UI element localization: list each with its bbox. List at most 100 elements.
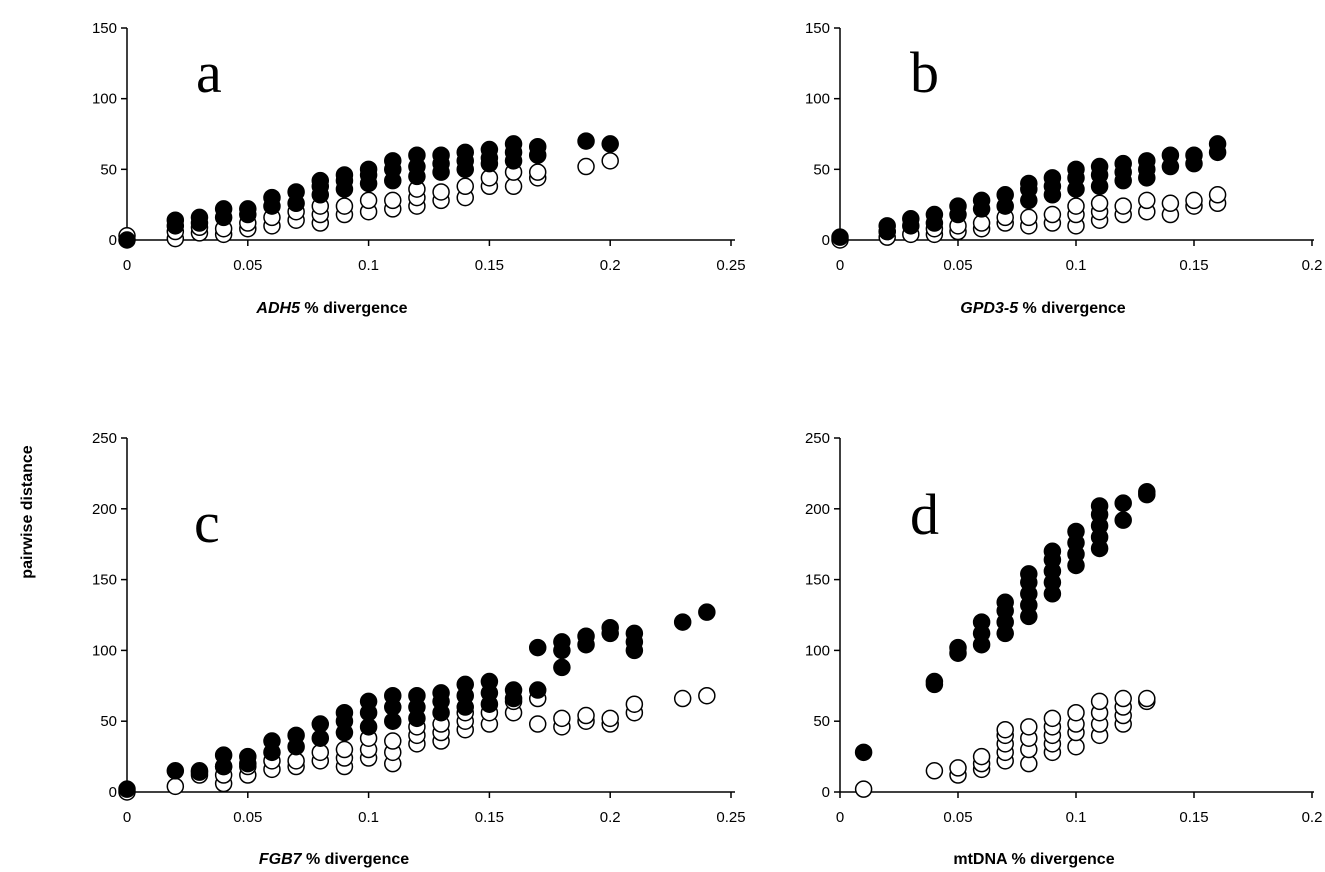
data-point-filled bbox=[456, 675, 474, 694]
data-point-filled bbox=[190, 763, 209, 781]
x-tick-label: 0.1 bbox=[1066, 257, 1087, 274]
data-point-filled bbox=[854, 743, 873, 762]
data-point-open bbox=[577, 706, 595, 725]
data-point-open bbox=[972, 747, 991, 766]
data-point-open bbox=[1138, 191, 1156, 210]
data-point-open bbox=[1043, 205, 1062, 224]
x-tick-label: 0.2 bbox=[600, 809, 621, 826]
data-point-filled bbox=[553, 658, 571, 677]
data-point-filled bbox=[408, 686, 426, 705]
y-tick-label: 150 bbox=[92, 572, 117, 589]
data-point-filled bbox=[1043, 169, 1062, 187]
y-tick-label: 100 bbox=[805, 642, 830, 659]
data-point-filled bbox=[335, 703, 354, 722]
x-axis-title-gene: GPD3-5 bbox=[960, 300, 1019, 317]
data-point-open bbox=[1138, 689, 1156, 708]
data-point-filled bbox=[408, 146, 426, 164]
data-point-open bbox=[1114, 197, 1132, 215]
y-tick-label: 50 bbox=[813, 161, 830, 178]
x-tick-label: 0.15 bbox=[1179, 257, 1208, 274]
x-tick-label: 0.1 bbox=[358, 809, 379, 826]
data-point-filled bbox=[698, 603, 716, 621]
x-axis-title-text: mtDNA % divergence bbox=[953, 851, 1114, 868]
panel-letter: c bbox=[194, 490, 220, 555]
data-point-filled bbox=[1161, 146, 1180, 164]
data-point-filled bbox=[1138, 152, 1156, 170]
data-point-open bbox=[456, 177, 474, 196]
data-point-filled bbox=[925, 205, 944, 224]
data-point-filled bbox=[1043, 542, 1062, 561]
data-point-filled bbox=[1090, 157, 1109, 176]
data-point-filled bbox=[287, 183, 305, 201]
data-point-filled bbox=[673, 613, 692, 631]
data-point-filled bbox=[878, 217, 896, 235]
data-point-filled bbox=[359, 160, 378, 179]
data-point-filled bbox=[504, 135, 523, 153]
data-point-filled bbox=[263, 188, 281, 207]
x-axis-title: GPD3-5 % divergence bbox=[960, 300, 1126, 317]
data-point-open bbox=[1020, 718, 1038, 736]
chart-panel-d: 0 50 100 150 200 250 0 0.05 0.1 0.15 0.2 d mtDNA % d… bbox=[805, 430, 1322, 868]
x-tick-label: 0.1 bbox=[1066, 809, 1087, 826]
y-tick-label: 50 bbox=[100, 713, 117, 730]
data-point-filled bbox=[949, 197, 967, 215]
data-point-filled bbox=[311, 715, 330, 733]
data-point-filled bbox=[287, 726, 305, 745]
shared-y-axis-label: pairwise distance bbox=[19, 445, 36, 578]
x-tick-label: 0 bbox=[836, 809, 844, 826]
y-tick-label: 250 bbox=[805, 430, 830, 447]
data-point-filled bbox=[972, 191, 991, 210]
data-point-filled bbox=[1090, 497, 1109, 515]
x-tick-label: 0.15 bbox=[475, 257, 504, 274]
data-point-open bbox=[925, 762, 944, 780]
data-point-filled bbox=[1114, 154, 1132, 173]
data-point-open bbox=[996, 720, 1014, 739]
y-tick-label: 0 bbox=[109, 232, 117, 249]
data-point-filled bbox=[384, 152, 402, 170]
data-point-filled bbox=[1185, 146, 1203, 164]
data-point-filled bbox=[118, 780, 136, 798]
data-point-filled bbox=[432, 146, 450, 164]
x-tick-label: 0 bbox=[836, 257, 844, 274]
data-point-filled bbox=[504, 681, 523, 699]
data-point-open bbox=[1090, 692, 1109, 711]
data-point-filled bbox=[925, 672, 944, 691]
data-point-filled bbox=[1138, 483, 1156, 501]
y-tick-label: 200 bbox=[805, 501, 830, 518]
x-tick-label: 0 bbox=[123, 257, 131, 274]
data-point-open bbox=[1185, 191, 1203, 210]
data-point-filled bbox=[384, 686, 402, 705]
data-point-filled bbox=[1208, 135, 1227, 153]
data-point-filled bbox=[1067, 522, 1085, 541]
x-axis-title-text: % divergence bbox=[300, 300, 408, 317]
x-tick-label: 0.05 bbox=[943, 809, 972, 826]
data-point-open bbox=[601, 709, 619, 728]
x-axis-title: ADH5 % divergence bbox=[255, 300, 407, 317]
data-point-open bbox=[166, 777, 185, 796]
data-point-open bbox=[432, 183, 450, 201]
data-point-open bbox=[553, 709, 571, 728]
y-tick-label: 150 bbox=[92, 20, 117, 37]
x-tick-label: 0.25 bbox=[716, 257, 745, 274]
data-point-filled bbox=[996, 186, 1014, 204]
data-point-filled bbox=[1067, 160, 1085, 179]
x-tick-label: 0.1 bbox=[358, 257, 379, 274]
data-point-open bbox=[949, 759, 967, 777]
data-point-open bbox=[335, 740, 354, 759]
data-point-filled bbox=[831, 228, 849, 246]
data-point-open bbox=[673, 689, 692, 708]
data-point-filled bbox=[166, 211, 185, 229]
data-point-filled bbox=[528, 137, 547, 156]
y-tick-label: 200 bbox=[92, 501, 117, 518]
data-point-filled bbox=[335, 166, 354, 184]
x-tick-label: 0 bbox=[123, 809, 131, 826]
data-point-filled bbox=[625, 624, 644, 643]
x-tick-label: 0.05 bbox=[943, 257, 972, 274]
x-tick-label: 0.2 bbox=[1302, 809, 1323, 826]
data-point-open bbox=[335, 197, 354, 215]
data-point-open bbox=[528, 715, 547, 733]
data-point-filled bbox=[480, 672, 499, 691]
y-tick-label: 50 bbox=[813, 713, 830, 730]
data-point-filled bbox=[949, 638, 967, 657]
